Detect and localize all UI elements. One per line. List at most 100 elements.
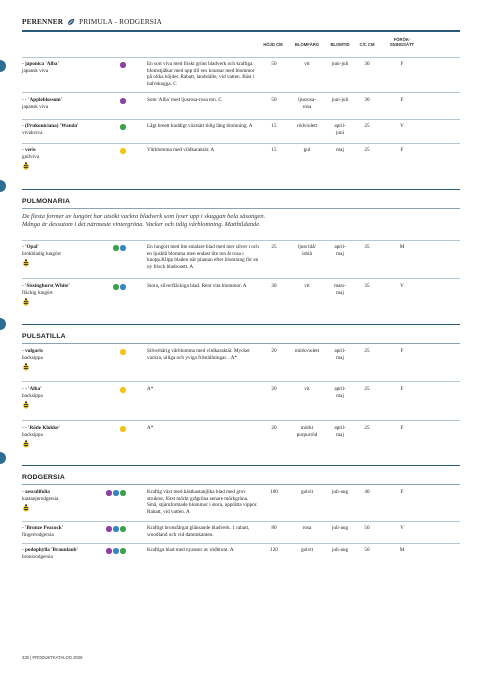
purple-dot	[106, 526, 112, 532]
plant-description: Kraftiga blad med nyanser av rödbrunt. A	[147, 547, 234, 553]
plant-name: - aesculifolia	[22, 489, 50, 495]
usage-dots	[120, 387, 126, 393]
type-value: F	[400, 97, 404, 103]
usage-dots	[106, 526, 126, 532]
spacing-value: 50	[364, 525, 370, 531]
bloom-time-value: april- maj	[334, 348, 346, 361]
type-value: F	[400, 386, 404, 392]
type-value: V	[400, 283, 404, 289]
green-dot	[120, 526, 126, 532]
height-value: 50	[271, 97, 277, 103]
plant-name: - (Prukoniciana) 'Wanda'	[22, 123, 79, 129]
plant-description: A*	[147, 425, 154, 431]
plant-description: En lungört med lite smalare blad med mer…	[147, 244, 259, 270]
side-tab-marker	[0, 180, 6, 192]
height-value: 30	[271, 283, 277, 289]
plant-description: Lågt breett kuddigt växtsätt tidig lång …	[147, 123, 253, 129]
row-divider	[22, 521, 460, 522]
blue-dot	[120, 245, 126, 251]
yellow-dot	[120, 426, 126, 432]
plant-name: - veris	[22, 147, 36, 153]
bloom-time-value: mars- maj	[334, 283, 346, 296]
plant-common-name: brokbladig lungört	[22, 250, 61, 257]
purple-dot	[106, 490, 112, 496]
plant-description: A*	[147, 386, 154, 392]
blue-dot	[113, 548, 119, 554]
yellow-dot	[120, 387, 126, 393]
bloom-time-value: juli-aug	[331, 525, 349, 531]
bloom-time-value: juni-juli	[331, 97, 349, 103]
plant-description: Som 'Alba' med ljusrosa-rosa ton. C	[147, 97, 222, 103]
section-title-rodgersia: RODGERSIA	[22, 474, 65, 481]
flower-color-value: vit	[304, 283, 310, 289]
plant-common-name: vivahviva	[22, 129, 43, 136]
plant-name: - vulgaris	[22, 348, 43, 354]
bloom-time-value: juni-juli	[331, 61, 349, 67]
blue-dot	[120, 284, 126, 290]
bee-icon	[23, 504, 29, 512]
flower-color-value: gul	[303, 147, 311, 153]
col-pot-size-l1: FÖRÖK-	[393, 37, 411, 42]
flower-color-value: rödviolett	[296, 123, 318, 129]
type-value: F	[400, 489, 404, 495]
section-divider	[22, 465, 460, 467]
plant-description: Stora, silverfläckiga blad. Rent vita bl…	[147, 283, 247, 289]
spacing-value: 40	[364, 489, 370, 495]
row-divider	[22, 240, 460, 241]
spacing-value: 30	[364, 61, 370, 67]
green-dot	[113, 245, 119, 251]
green-dot	[113, 284, 119, 290]
plant-name: - - 'Appleblossom'	[22, 97, 63, 103]
col-spacing: C/C CM	[359, 42, 375, 47]
section-title-pulmonaria: PULMONARIA	[22, 198, 71, 205]
spacing-value: 30	[364, 97, 370, 103]
bloom-time-value: juli-aug	[331, 547, 349, 553]
yellow-dot	[120, 148, 126, 154]
col-bloom-time: BLOMTID	[330, 42, 350, 47]
height-value: 15	[271, 147, 277, 153]
section-title-underline	[22, 484, 460, 485]
plant-description: Kraftig växt med hästkastanjlika blad me…	[147, 489, 258, 515]
bloom-time-value: juli-aug	[331, 489, 349, 495]
side-tab-marker	[0, 60, 6, 72]
flower-color-value: ljust blå/ isblå	[297, 244, 316, 257]
blue-dot	[113, 490, 119, 496]
flower-color-value: gulvit	[300, 547, 314, 553]
flower-color-value: vit	[304, 61, 310, 67]
purple-dot	[106, 548, 112, 554]
section-intro: De flesta former av lungört har utsökt v…	[22, 213, 266, 228]
plant-common-name: fläckig lungört	[22, 289, 53, 296]
plant-name: - 'Sissinghurst White'	[22, 283, 70, 289]
plant-description: Vårblomma med vildkaraktär. A	[147, 147, 215, 153]
type-value: M	[399, 547, 405, 553]
section-title-pulsatilla: PULSATILLA	[22, 333, 66, 340]
row-divider	[22, 543, 460, 544]
spacing-value: 25	[364, 386, 370, 392]
section-title-underline	[22, 208, 460, 209]
flower-color-value: mörkviolett	[294, 348, 320, 354]
page-footer: 230 | PRODUKTKATALOG 2026	[22, 655, 83, 660]
section-divider	[22, 189, 460, 191]
bee-icon	[23, 162, 29, 170]
plant-common-name: japansk viva	[22, 67, 49, 74]
flower-color-value: rosa	[302, 525, 312, 531]
spacing-value: 25	[364, 123, 370, 129]
col-pot-size: FÖRÖK- SNINGSÄTT	[382, 37, 422, 47]
bloom-time-value: april- juni	[334, 123, 346, 136]
bee-icon	[23, 401, 29, 409]
plant-common-name: japansk viva	[22, 103, 49, 110]
height-value: 50	[271, 61, 277, 67]
height-value: 20	[271, 425, 277, 431]
type-value: F	[400, 147, 404, 153]
plant-name: - - 'Alba'	[22, 386, 42, 392]
plant-description: En sort viva med friskt grönt bladverk o…	[147, 61, 255, 87]
plant-common-name: fingerrodgersia	[22, 531, 54, 538]
usage-dots	[120, 98, 126, 104]
usage-dots	[106, 490, 126, 496]
spacing-value: 35	[364, 244, 370, 250]
spacing-value: 35	[364, 283, 370, 289]
plant-common-name: kastanjerodgersia	[22, 495, 59, 502]
bee-icon	[23, 363, 29, 371]
bloom-time-value: maj	[336, 147, 344, 153]
usage-dots	[120, 124, 126, 130]
